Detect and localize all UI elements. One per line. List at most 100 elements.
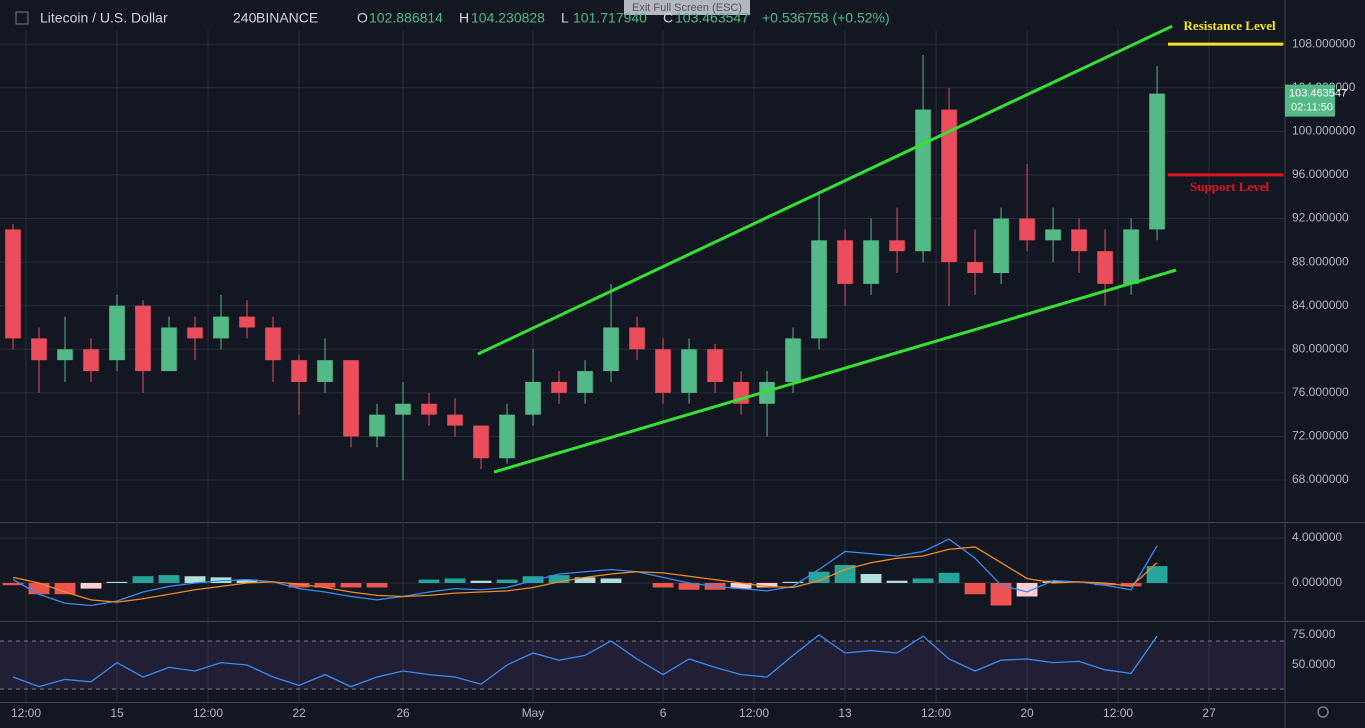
y-tick-label: 96.000000: [1292, 167, 1349, 181]
ohlc-value: 103.463547: [675, 10, 749, 26]
candle-body: [1045, 229, 1061, 241]
candle-body: [837, 240, 853, 284]
trendline: [493, 268, 1177, 474]
candle-body: [681, 349, 697, 393]
macd-histogram: [730, 582, 752, 589]
macd-histogram: [444, 578, 466, 583]
macd-histogram: [522, 576, 544, 583]
macd-histogram: [132, 576, 154, 583]
candle-body: [161, 327, 177, 372]
y-tick-label: 76.000000: [1292, 385, 1349, 399]
candle-body: [1123, 229, 1139, 284]
candle-body: [369, 414, 385, 437]
trendline: [477, 24, 1173, 356]
macd-histogram: [600, 578, 622, 583]
macd-histogram: [1146, 566, 1168, 583]
macd-histogram: [574, 577, 596, 583]
candle-body: [187, 327, 203, 339]
candle-body: [31, 338, 47, 361]
level-label: Support Level: [1190, 179, 1269, 194]
candle-body: [499, 414, 515, 459]
candle-body: [785, 338, 801, 382]
macd-histogram: [548, 575, 570, 583]
exchange[interactable]: BINANCE: [256, 10, 318, 26]
macd-histogram: [340, 582, 362, 588]
x-tick-label: 12:00: [739, 706, 769, 720]
macd-histogram: [834, 564, 856, 583]
macd-histogram: [28, 582, 50, 595]
candle-body: [473, 425, 489, 459]
macd-histogram: [1042, 580, 1064, 583]
ohlc-letter: H: [459, 10, 469, 26]
x-tick-label: 12:00: [193, 706, 223, 720]
x-tick-label: 13: [838, 706, 852, 720]
signal-line: [12, 546, 1158, 603]
macd-histogram: [236, 579, 258, 583]
macd-histogram: [912, 578, 934, 583]
macd-histogram: [1120, 582, 1142, 587]
macd-histogram: [990, 582, 1012, 606]
countdown: 02:11:50: [1291, 102, 1333, 114]
x-tick-label: 12:00: [921, 706, 951, 720]
candle-body: [343, 360, 359, 437]
x-tick-label: 26: [396, 706, 410, 720]
candle-body: [1019, 218, 1035, 241]
candle-body: [863, 240, 879, 284]
x-tick-label: 12:00: [1103, 706, 1133, 720]
y-tick-label: 72.000000: [1292, 429, 1349, 443]
exit-fullscreen-label[interactable]: Exit Full Screen (ESC): [632, 2, 742, 14]
macd-histogram: [1094, 582, 1116, 586]
candle-body: [1071, 229, 1087, 252]
macd-histogram: [184, 576, 206, 583]
settings-icon[interactable]: [1317, 706, 1329, 718]
macd-histogram: [860, 573, 882, 583]
change: +0.536758 (+0.52%): [762, 10, 890, 26]
candle-body: [941, 109, 957, 263]
macd-histogram: [652, 582, 674, 588]
y-tick-label: 88.000000: [1292, 254, 1349, 268]
candle-body: [603, 327, 619, 372]
candle-body: [421, 403, 437, 415]
ohlc-letter: C: [663, 10, 673, 26]
candle-body: [109, 305, 125, 361]
interval: 240: [233, 10, 257, 26]
candle-body: [395, 403, 411, 415]
exit-fullscreen[interactable]: [624, 0, 750, 15]
candle-body: [655, 349, 671, 393]
macd-histogram: [2, 582, 24, 586]
candle-body: [265, 327, 281, 361]
y-tick-label: 108.000000: [1292, 36, 1356, 50]
macd-histogram: [886, 580, 908, 583]
x-tick-label: 6: [660, 706, 667, 720]
y-tick-label: 92.000000: [1292, 211, 1349, 225]
rsi-line: [12, 634, 1158, 688]
x-tick-label: 20: [1020, 706, 1034, 720]
level-label: Resistance Level: [1184, 18, 1276, 33]
x-tick-label: May: [522, 706, 545, 720]
macd-histogram: [496, 579, 518, 583]
macd-line: [12, 538, 1158, 607]
x-tick-label: 15: [110, 706, 124, 720]
candle-body: [1097, 251, 1113, 284]
candle-body: [525, 381, 541, 415]
candle-body: [135, 305, 151, 372]
candle-body: [1149, 93, 1165, 230]
candle-body: [993, 218, 1009, 274]
y-tick-label: 84.000000: [1292, 298, 1349, 312]
macd-histogram: [366, 582, 388, 588]
candle-body: [629, 327, 645, 350]
y-tick-label: 80.000000: [1292, 341, 1349, 355]
candle-body: [967, 262, 983, 274]
candle-body: [889, 240, 905, 252]
expand-icon[interactable]: [15, 11, 29, 25]
ohlc-value: 102.886814: [369, 10, 443, 26]
macd-histogram: [314, 582, 336, 588]
y-tick-label: 68.000000: [1292, 472, 1349, 486]
macd-histogram: [54, 582, 76, 595]
macd-histogram: [938, 572, 960, 583]
macd-histogram: [756, 582, 778, 588]
candle-body: [213, 316, 229, 339]
candle-body: [707, 349, 723, 382]
y-tick-label: 100.000000: [1292, 124, 1356, 138]
macd-histogram: [418, 579, 440, 583]
